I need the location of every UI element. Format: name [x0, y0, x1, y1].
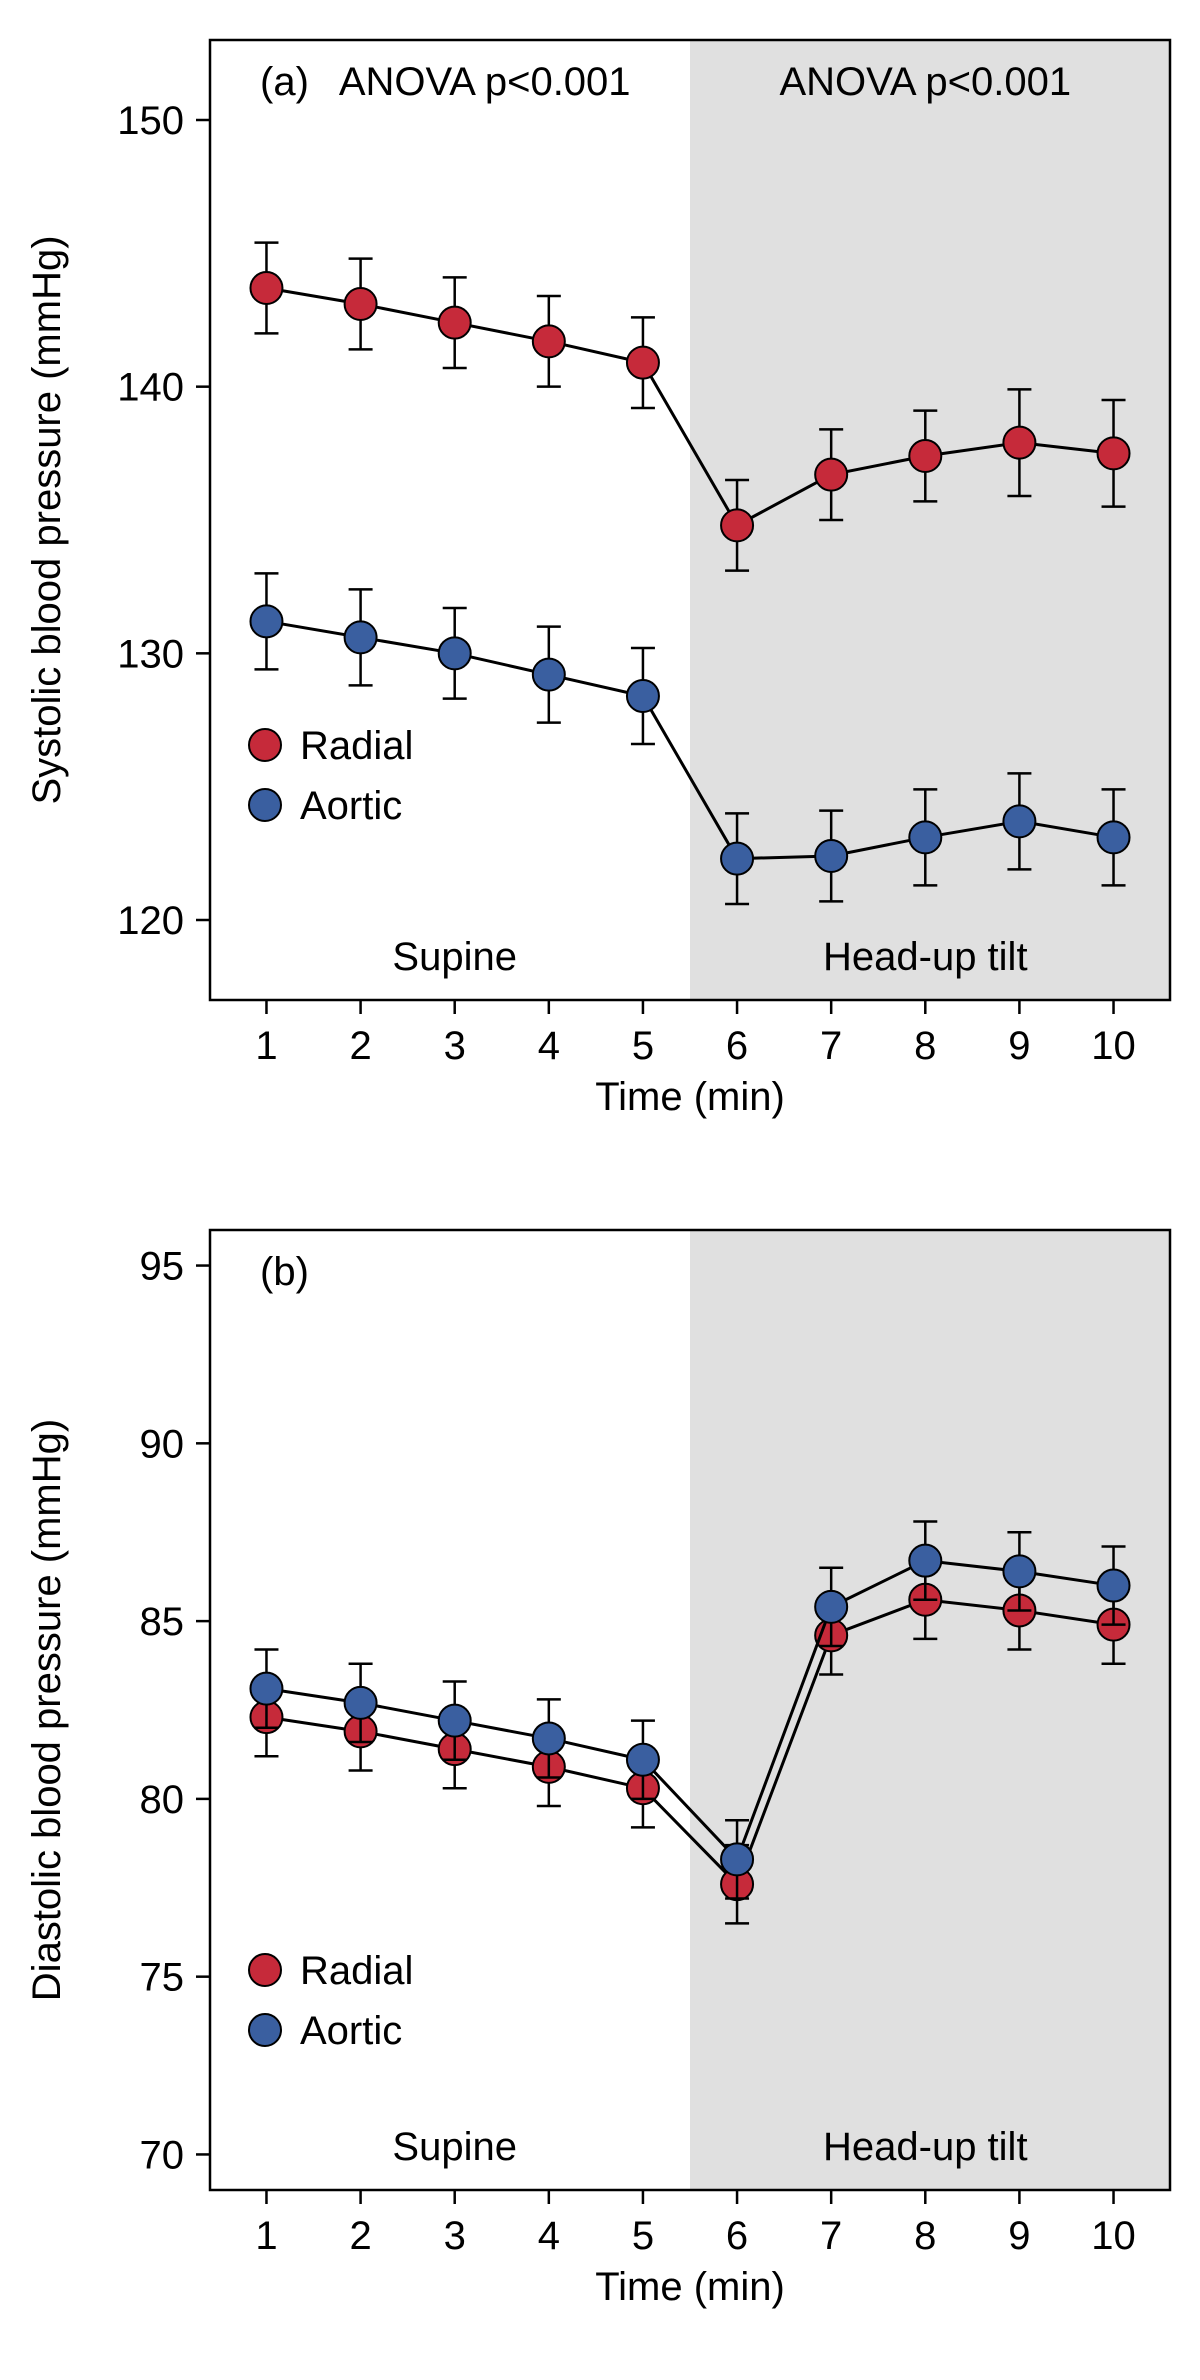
- aortic-marker: [1098, 1570, 1130, 1602]
- y-axis-label: Diastolic blood pressure (mmHg): [25, 1419, 69, 2001]
- figure-container: 1 2 3 4 5 6 7 8 9 10 120 130 140 150 Systolic blood pr…: [0, 0, 1200, 2380]
- radial-marker: [439, 307, 471, 339]
- aortic-marker: [1003, 805, 1035, 837]
- shade-region: [690, 40, 1170, 1000]
- aortic-marker: [1098, 821, 1130, 853]
- y-tick-label: 90: [140, 1422, 185, 1466]
- x-tick-label: 2: [349, 2214, 371, 2258]
- x-tick-label: 8: [914, 2214, 936, 2258]
- x-tick-label: 7: [820, 2214, 842, 2258]
- legend-label-aortic: Aortic: [300, 2009, 402, 2053]
- radial-marker: [250, 272, 282, 304]
- y-tick-label: 75: [140, 1956, 185, 2000]
- region-right-label: Head-up tilt: [823, 935, 1028, 979]
- region-left-label: Supine: [392, 2125, 517, 2169]
- x-tick-label: 9: [1008, 2214, 1030, 2258]
- panel-label: (b): [260, 1250, 309, 1294]
- aortic-marker: [721, 1843, 753, 1875]
- aortic-marker: [439, 637, 471, 669]
- y-tick-label: 140: [117, 366, 184, 410]
- x-tick-label: 9: [1008, 1024, 1030, 1068]
- y-tick-label: 70: [140, 2133, 185, 2177]
- y-tick-label: 95: [140, 1245, 185, 1289]
- region-left-label: Supine: [392, 935, 517, 979]
- radial-marker: [1098, 437, 1130, 469]
- legend-marker-aortic: [249, 2014, 281, 2046]
- legend-marker-aortic: [249, 789, 281, 821]
- aortic-marker: [250, 1673, 282, 1705]
- radial-marker: [815, 459, 847, 491]
- x-tick-label: 7: [820, 1024, 842, 1068]
- radial-marker: [1003, 427, 1035, 459]
- aortic-marker: [815, 1591, 847, 1623]
- aortic-marker: [627, 1744, 659, 1776]
- x-tick-label: 10: [1091, 2214, 1136, 2258]
- anova-left: ANOVA p<0.001: [339, 60, 631, 104]
- legend-b: Radial Aortic: [249, 1949, 413, 2053]
- radial-marker: [909, 440, 941, 472]
- anova-right: ANOVA p<0.001: [779, 60, 1071, 104]
- x-tick-label: 4: [538, 1024, 560, 1068]
- radial-marker: [533, 325, 565, 357]
- y-tick-label: 130: [117, 632, 184, 676]
- aortic-marker: [250, 605, 282, 637]
- radial-marker: [627, 347, 659, 379]
- legend-marker-radial: [249, 729, 281, 761]
- x-tick-label: 5: [632, 1024, 654, 1068]
- legend-label-radial: Radial: [300, 1949, 413, 1993]
- aortic-marker: [533, 659, 565, 691]
- aortic-marker: [627, 680, 659, 712]
- chart-svg: 1 2 3 4 5 6 7 8 9 10 120 130 140 150 Systolic blood pr…: [0, 0, 1200, 2380]
- legend-label-radial: Radial: [300, 724, 413, 768]
- x-tick-label: 6: [726, 1024, 748, 1068]
- y-tick-label: 80: [140, 1778, 185, 1822]
- x-tick-label: 2: [349, 1024, 371, 1068]
- legend-marker-radial: [249, 1954, 281, 1986]
- legend-a: Radial Aortic: [249, 724, 413, 828]
- y-axis-label: Systolic blood pressure (mmHg): [25, 235, 69, 804]
- x-axis-label: Time (min): [595, 1075, 785, 1119]
- radial-marker: [345, 288, 377, 320]
- aortic-marker: [815, 840, 847, 872]
- x-tick-label: 4: [538, 2214, 560, 2258]
- y-tick-label: 120: [117, 899, 184, 943]
- x-tick-label: 8: [914, 1024, 936, 1068]
- region-right-label: Head-up tilt: [823, 2125, 1028, 2169]
- y-tick-label: 85: [140, 1600, 185, 1644]
- aortic-marker: [721, 843, 753, 875]
- x-axis-label: Time (min): [595, 2265, 785, 2309]
- radial-marker: [721, 509, 753, 541]
- x-tick-label: 3: [444, 1024, 466, 1068]
- x-tick-label: 1: [255, 2214, 277, 2258]
- x-tick-label: 3: [444, 2214, 466, 2258]
- aortic-marker: [345, 621, 377, 653]
- aortic-marker: [909, 821, 941, 853]
- aortic-marker: [909, 1545, 941, 1577]
- y-tick-label: 150: [117, 99, 184, 143]
- x-tick-label: 5: [632, 2214, 654, 2258]
- aortic-marker: [439, 1705, 471, 1737]
- aortic-marker: [345, 1687, 377, 1719]
- x-tick-label: 10: [1091, 1024, 1136, 1068]
- shade-region: [690, 1230, 1170, 2190]
- x-tick-label: 1: [255, 1024, 277, 1068]
- panel-label: (a): [260, 60, 309, 104]
- aortic-marker: [533, 1722, 565, 1754]
- x-tick-label: 6: [726, 2214, 748, 2258]
- aortic-marker: [1003, 1555, 1035, 1587]
- legend-label-aortic: Aortic: [300, 784, 402, 828]
